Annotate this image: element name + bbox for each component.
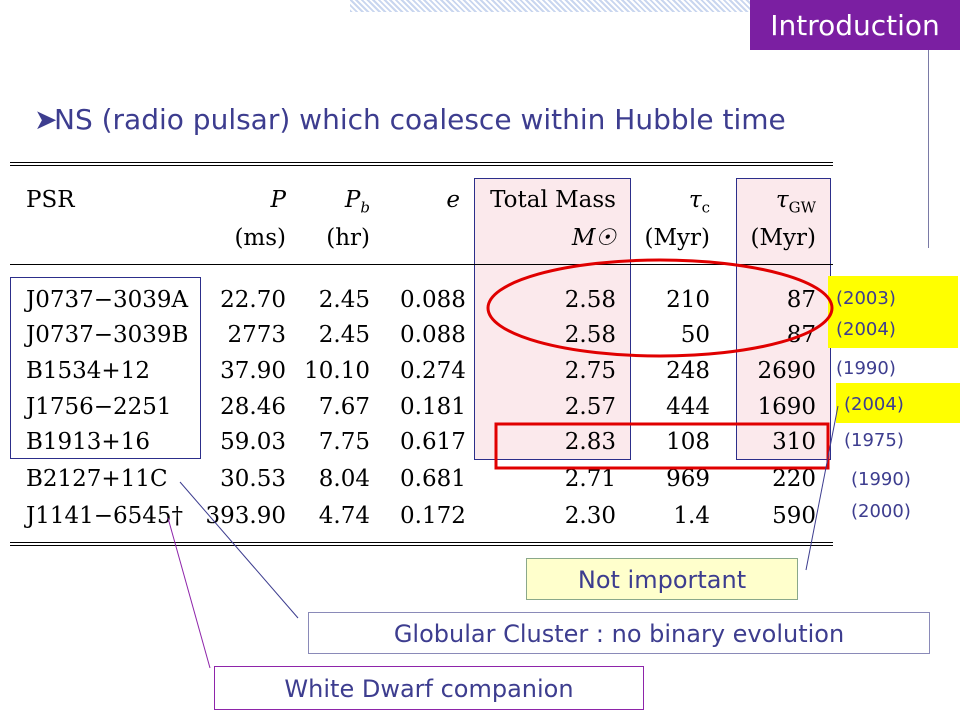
decorative-top-bar	[350, 0, 750, 12]
table-cell-psr: J0737−3039A	[26, 287, 189, 313]
table-cell-binary-period: 7.75	[318, 429, 370, 455]
header-binary-period: Pb	[344, 187, 370, 217]
table-bottom-rule	[10, 542, 833, 543]
header-period: P	[270, 187, 286, 213]
year-label: (2000)	[851, 501, 911, 522]
table-cell-tau-c: 969	[666, 466, 710, 492]
note-not-important: Not important	[526, 558, 798, 600]
connector-line	[167, 517, 211, 669]
table-cell-period: 30.53	[220, 466, 286, 492]
table-top-rule	[10, 162, 833, 163]
table-cell-psr: B2127+11C	[26, 466, 168, 492]
header-total-mass: Total Mass	[490, 187, 616, 213]
table-header-rule	[10, 264, 833, 265]
table-cell-binary-period: 8.04	[318, 466, 370, 492]
header-tau-c-unit: (Myr)	[644, 225, 711, 251]
table-cell-total-mass: 2.58	[564, 322, 616, 348]
table-cell-eccentricity: 0.617	[400, 429, 466, 455]
table-cell-eccentricity: 0.181	[400, 394, 466, 420]
note-globular-cluster: Globular Cluster : no binary evolution	[308, 612, 930, 654]
year-label: (1975)	[844, 430, 904, 451]
table-cell-period: 393.90	[205, 503, 286, 529]
red-box-highlight	[494, 422, 830, 470]
table-cell-tau-c: 248	[666, 358, 710, 384]
table-cell-psr: B1534+12	[26, 358, 150, 384]
table-cell-psr: B1913+16	[26, 429, 150, 455]
table-cell-tau-c: 50	[680, 322, 710, 348]
table-cell-eccentricity: 0.088	[400, 287, 466, 313]
table-cell-tau-gw: 87	[786, 287, 816, 313]
table-cell-binary-period: 4.74	[318, 503, 370, 529]
table-cell-eccentricity: 0.681	[400, 466, 466, 492]
slide-bullet-text: NS (radio pulsar) which coalesce within …	[54, 103, 786, 136]
section-label: Introduction	[750, 0, 960, 50]
psr-names-box	[10, 277, 201, 459]
table-cell-period: 28.46	[220, 394, 286, 420]
highlight-yellow-block	[828, 276, 958, 348]
header-total-mass-unit: M☉	[571, 225, 616, 251]
table-cell-tau-c: 108	[666, 429, 710, 455]
table-cell-tau-c: 1.4	[673, 503, 710, 529]
header-eccentricity: e	[446, 187, 460, 213]
table-cell-tau-gw: 310	[772, 429, 816, 455]
table-cell-period: 37.90	[220, 358, 286, 384]
header-period-unit: (ms)	[234, 225, 286, 251]
arrow-bullet-icon: ➤	[34, 103, 58, 136]
table-cell-period: 2773	[227, 322, 286, 348]
year-label: (1990)	[836, 358, 896, 379]
table-cell-total-mass: 2.30	[564, 503, 616, 529]
year-label: (2004)	[844, 394, 904, 415]
tgw-column-highlight	[736, 178, 831, 460]
header-psr: PSR	[26, 187, 75, 213]
table-cell-binary-period: 2.45	[318, 287, 370, 313]
table-cell-binary-period: 7.67	[318, 394, 370, 420]
table-cell-psr: J1756−2251	[26, 394, 172, 420]
table-cell-period: 59.03	[220, 429, 286, 455]
year-label: (2004)	[836, 319, 896, 340]
table-cell-tau-gw: 2690	[757, 358, 816, 384]
table-cell-eccentricity: 0.172	[400, 503, 466, 529]
table-cell-period: 22.70	[220, 287, 286, 313]
table-cell-total-mass: 2.75	[564, 358, 616, 384]
header-tau-gw-unit: (Myr)	[750, 225, 817, 251]
year-label: (1990)	[851, 469, 911, 490]
red-ellipse-highlight	[486, 258, 834, 358]
table-cell-total-mass: 2.58	[564, 287, 616, 313]
header-binary-period-unit: (hr)	[326, 225, 370, 251]
table-cell-binary-period: 2.45	[318, 322, 370, 348]
table-cell-tau-c: 444	[666, 394, 710, 420]
table-cell-eccentricity: 0.088	[400, 322, 466, 348]
year-label: (2003)	[836, 288, 896, 309]
table-cell-psr: J1141−6545†	[26, 503, 184, 529]
table-cell-total-mass: 2.71	[564, 466, 616, 492]
table-cell-tau-gw: 1690	[757, 394, 816, 420]
table-cell-total-mass: 2.57	[564, 394, 616, 420]
table-bottom-rule-2	[10, 545, 833, 546]
table-cell-tau-c: 210	[666, 287, 710, 313]
note-white-dwarf: White Dwarf companion	[214, 666, 644, 710]
table-cell-binary-period: 10.10	[304, 358, 370, 384]
header-tau-c: τc	[688, 187, 710, 217]
table-cell-psr: J0737−3039B	[26, 322, 189, 348]
table-cell-eccentricity: 0.274	[400, 358, 466, 384]
connector-line	[179, 481, 299, 619]
total-mass-column-highlight	[474, 178, 631, 460]
header-tau-gw: τGW	[775, 187, 816, 217]
highlight-yellow-block	[836, 383, 960, 423]
table-cell-tau-gw: 220	[772, 466, 816, 492]
table-cell-total-mass: 2.83	[564, 429, 616, 455]
table-cell-tau-gw: 590	[772, 503, 816, 529]
section-label-connector	[928, 50, 929, 248]
table-top-rule-2	[10, 165, 833, 166]
connector-line	[805, 405, 839, 571]
